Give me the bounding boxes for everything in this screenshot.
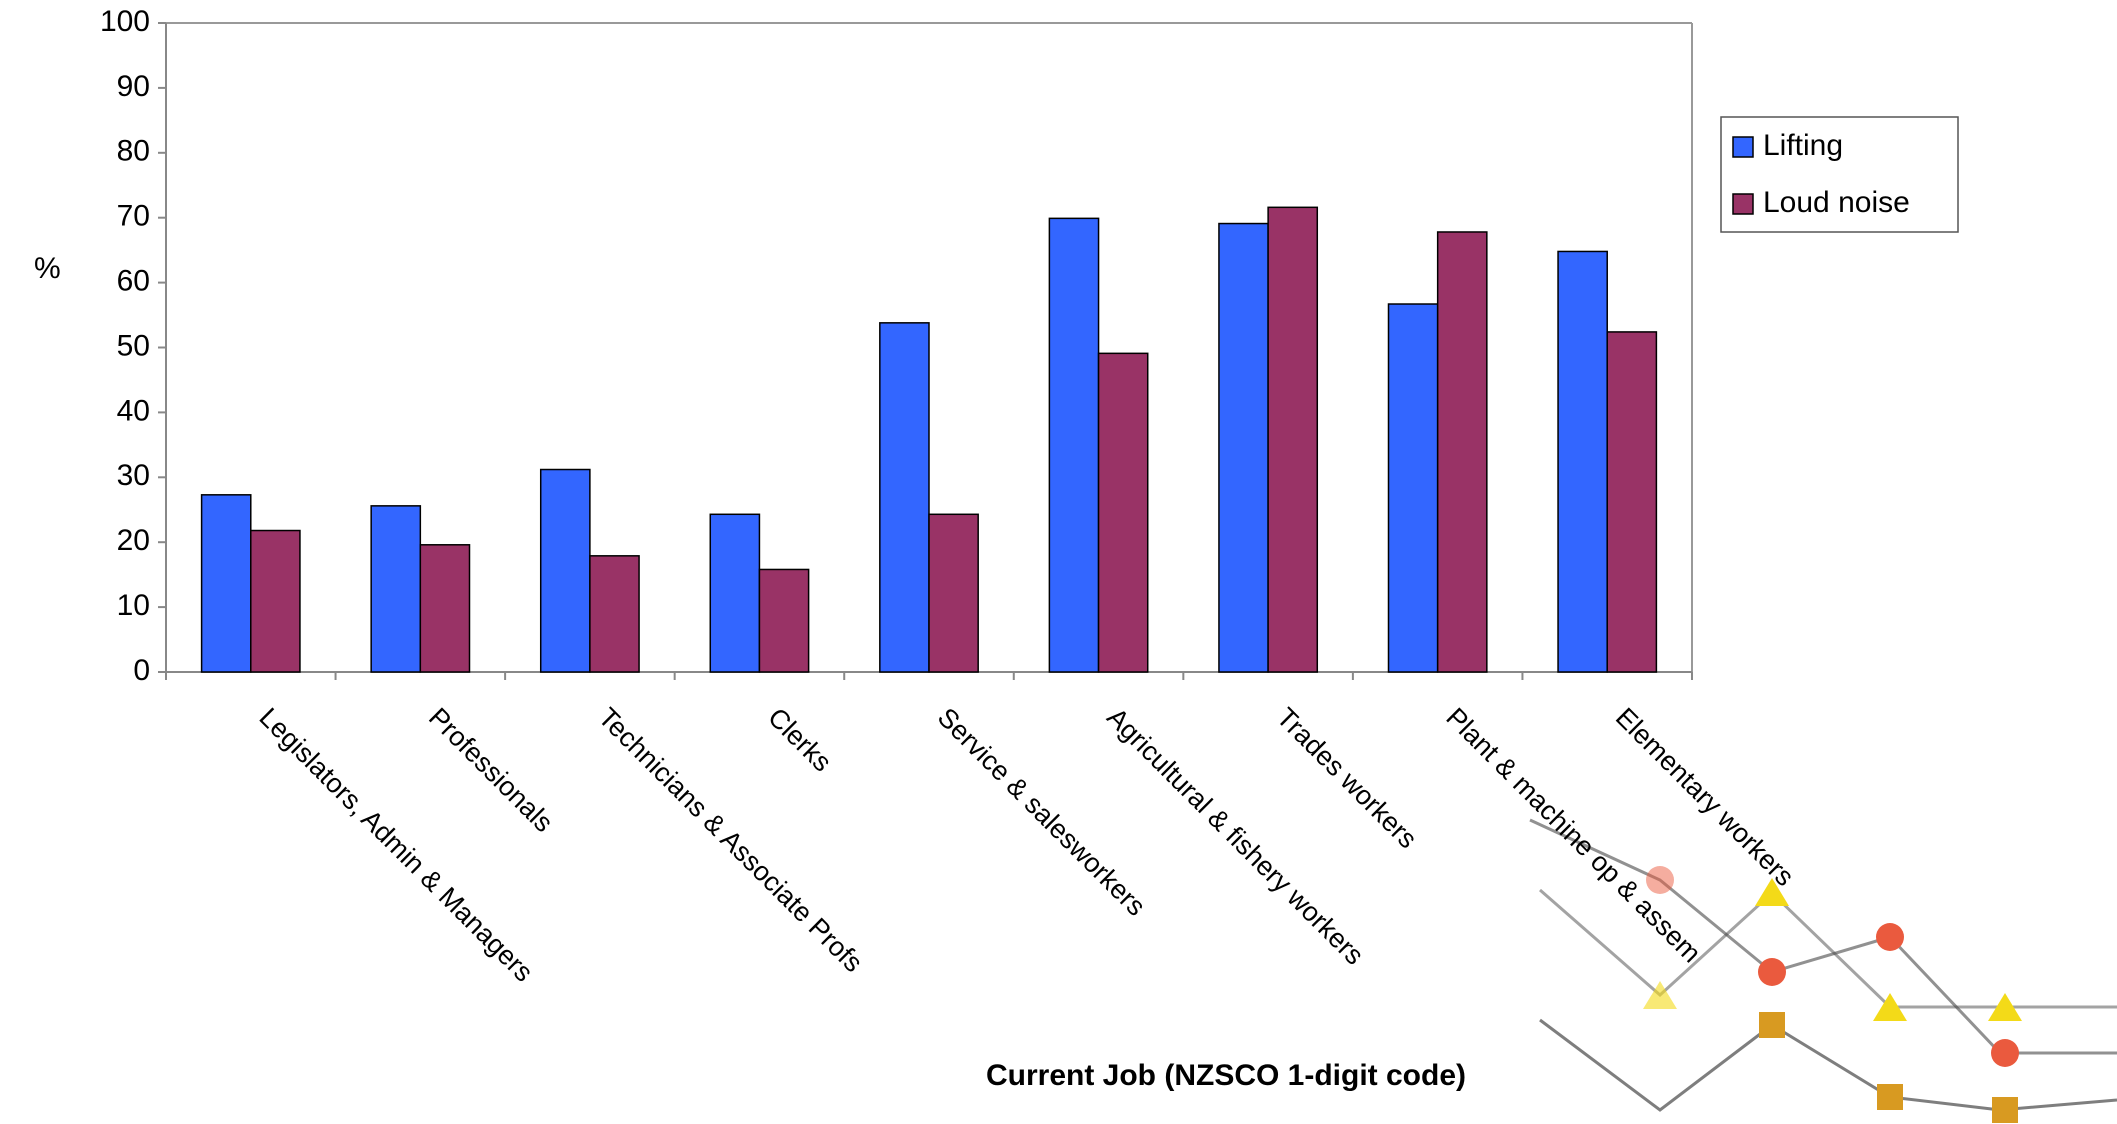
bar — [1606, 331, 1658, 673]
bar — [1267, 206, 1319, 673]
y-tick-label: 60 — [117, 265, 150, 298]
legend — [1720, 116, 1959, 233]
x-tick-label: Trades workers — [1271, 702, 1423, 854]
bar — [928, 513, 979, 673]
bar — [1436, 231, 1488, 673]
bar — [250, 529, 301, 673]
legend-swatch — [1732, 193, 1754, 215]
bar — [709, 513, 761, 673]
y-tick-label: 30 — [117, 459, 150, 492]
y-tick-label: 10 — [117, 589, 150, 622]
bar — [539, 468, 591, 673]
y-tick-label: 50 — [117, 329, 150, 362]
bar — [200, 494, 252, 673]
bar — [1557, 250, 1608, 673]
y-tick-label: 70 — [117, 200, 150, 233]
y-tick-label: 90 — [117, 70, 150, 103]
y-tick-label: 80 — [117, 135, 150, 168]
bar — [370, 505, 422, 673]
bar — [1387, 303, 1439, 673]
legend-swatch — [1732, 136, 1754, 158]
x-tick-label: Elementary workers — [1610, 702, 1800, 892]
bar — [419, 544, 471, 673]
y-axis-label: % — [34, 252, 61, 285]
decoration — [1529, 818, 2117, 1123]
x-tick-label: Technicians & Associate Profs — [593, 702, 869, 978]
y-tick-label: 0 — [133, 654, 150, 687]
y-tick-label: 20 — [117, 524, 150, 557]
y-tick-label: 100 — [100, 5, 150, 38]
x-tick-label: Professionals — [423, 702, 559, 838]
x-tick-label: Legislators, Admin & Managers — [253, 702, 538, 987]
bar — [1218, 222, 1269, 673]
legend-label: Lifting — [1763, 129, 1843, 162]
legend-label: Loud noise — [1763, 186, 1910, 219]
bar — [589, 555, 640, 673]
y-tick-label: 40 — [117, 394, 150, 427]
bar — [1048, 217, 1100, 673]
x-axis-label: Current Job (NZSCO 1-digit code) — [986, 1059, 1466, 1092]
x-tick-label: Clerks — [762, 702, 837, 777]
bar — [758, 568, 810, 673]
bar — [1097, 352, 1149, 673]
bar — [879, 322, 930, 673]
